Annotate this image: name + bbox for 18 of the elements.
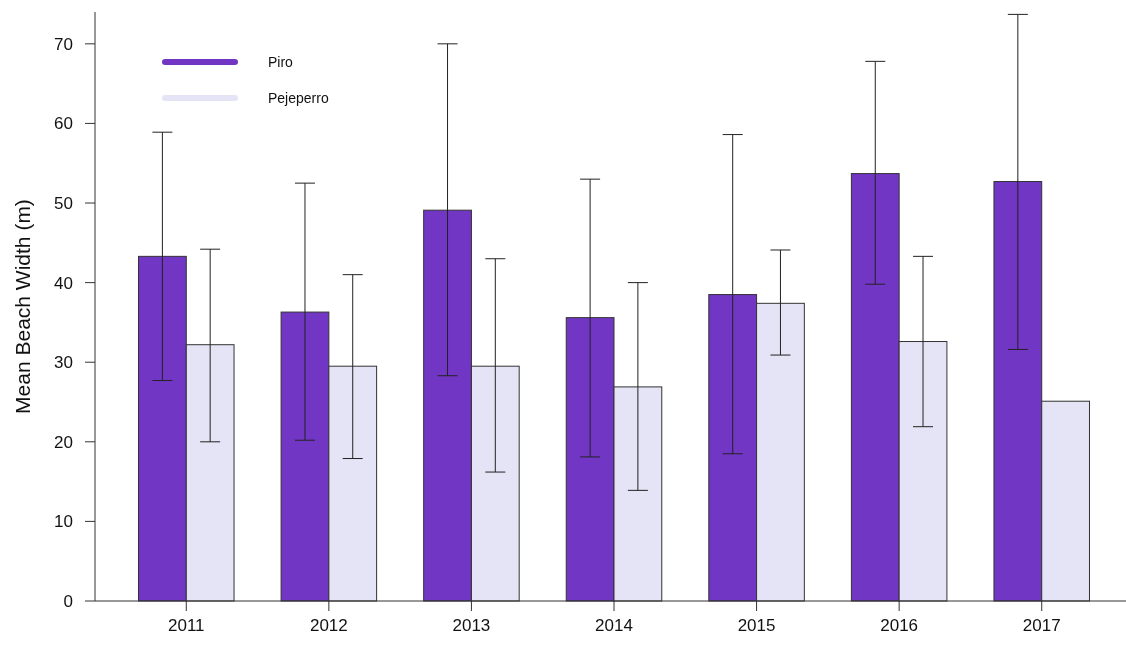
x-tick-label: 2016 bbox=[880, 616, 919, 635]
y-tick-label: 30 bbox=[54, 353, 73, 373]
legend-label: Pejeperro bbox=[268, 89, 329, 106]
y-tick-label: 0 bbox=[63, 591, 73, 611]
y-tick-label: 70 bbox=[54, 34, 73, 54]
x-tick-label: 2014 bbox=[595, 616, 633, 635]
x-tick-label: 2011 bbox=[168, 616, 205, 635]
y-tick-label: 10 bbox=[54, 512, 73, 532]
y-tick-label: 50 bbox=[54, 193, 73, 213]
y-tick-label: 60 bbox=[54, 114, 73, 134]
x-tick-label: 2015 bbox=[737, 616, 776, 635]
x-tick-label: 2012 bbox=[309, 616, 348, 635]
y-tick-label: 40 bbox=[54, 273, 73, 293]
x-tick-label: 2017 bbox=[1022, 616, 1061, 635]
x-tick-label: 2013 bbox=[452, 616, 491, 635]
y-axis-title: Mean Beach Width (m) bbox=[11, 199, 34, 414]
legend-label: Piro bbox=[268, 53, 294, 70]
y-tick-label: 20 bbox=[54, 432, 73, 452]
